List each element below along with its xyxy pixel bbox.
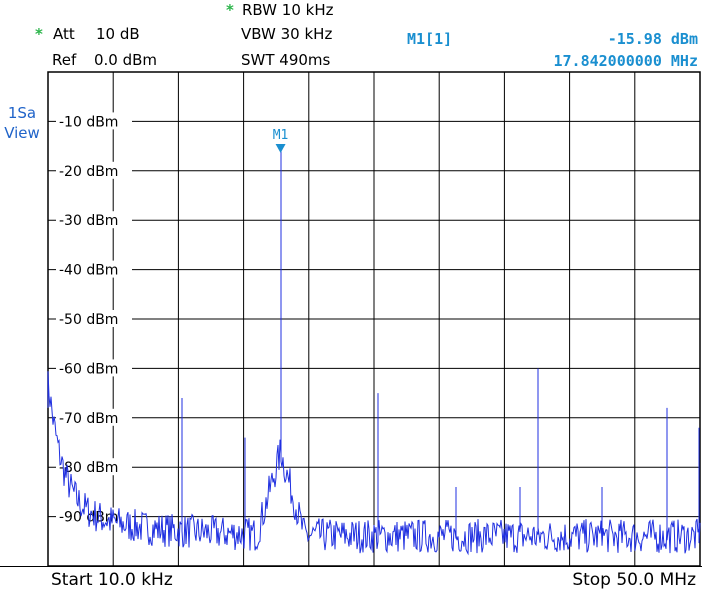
y-tick-label: -70 dBm [59, 411, 118, 427]
vbw-setting: VBW 30 kHz [241, 25, 333, 43]
y-tick-label-bg [56, 260, 132, 278]
y-tick-label-bg [56, 359, 132, 377]
marker-label: M1 [273, 128, 289, 143]
frequency-footer: Start 10.0 kHz Stop 50.0 MHz [0, 566, 702, 601]
y-tick-label: -50 dBm [59, 312, 118, 328]
markers: M1 [273, 128, 289, 153]
view-label-line1: 1Sa [7, 104, 37, 122]
att-value: 10 dB [96, 25, 140, 43]
marker-readout-label: M1[1] [407, 30, 453, 48]
marker-readout-frequency: 17.842000000 MHz [553, 52, 699, 70]
start-frequency: Start 10.0 kHz [51, 570, 173, 590]
marker-readout-level: -15.98 dBm [607, 30, 698, 48]
stop-frequency: Stop 50.0 MHz [572, 570, 696, 590]
y-tick-label: -80 dBm [59, 460, 118, 476]
y-tick-label-bg [56, 310, 132, 327]
y-tick-label-bg [56, 112, 132, 130]
marker-triangle [275, 143, 286, 153]
y-tick-label: -30 dBm [59, 213, 118, 229]
y-tick-label: -10 dBm [59, 114, 118, 130]
view-label-line2: View [4, 124, 40, 142]
y-tick-label-bg [56, 161, 132, 179]
att-label: Att [53, 25, 75, 43]
y-tick-label: -40 dBm [59, 263, 118, 279]
ref-value: 0.0 dBm [94, 51, 158, 69]
plot-grid [48, 72, 700, 566]
spectrum-trace [47, 150, 701, 556]
rbw-star: * [226, 1, 234, 19]
rbw-setting: RBW 10 kHz [242, 1, 334, 19]
y-axis-labels: -10 dBm -20 dBm -30 dBm -40 dBm -50 dBm -60 d… [56, 112, 132, 526]
swt-setting: SWT 490ms [241, 51, 331, 69]
y-tick-label-bg [56, 458, 132, 476]
y-tick-label-bg [56, 211, 132, 229]
ref-label: Ref [52, 51, 77, 69]
y-tick-label: -20 dBm [59, 164, 118, 180]
att-star: * [35, 25, 43, 43]
y-tick-label-bg [56, 408, 132, 426]
y-tick-label: -60 dBm [59, 361, 118, 377]
